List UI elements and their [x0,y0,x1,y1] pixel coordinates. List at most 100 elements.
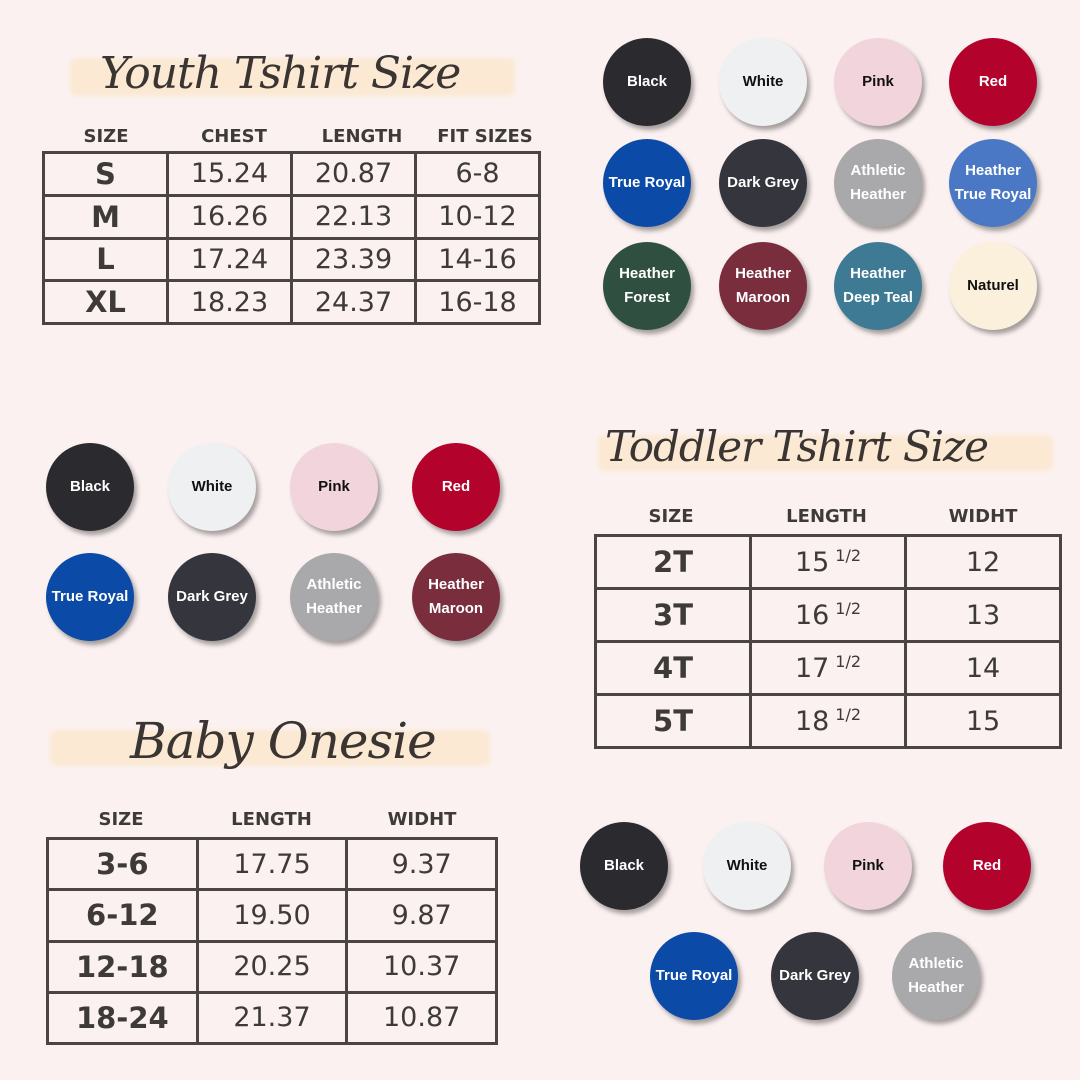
value-cell: 9.87 [345,888,498,943]
cell-value: 17 [794,653,830,684]
swatch-label: Dark Grey [727,174,799,191]
swatch-label: Dark Grey [779,967,851,984]
size-cell: 12-18 [46,939,199,994]
header-length: LENGTH [786,506,867,527]
value-cell: 16-18 [414,279,541,325]
table-row: L 17.24 23.39 14-16 [42,236,541,283]
size-cell: M [42,193,169,240]
baby-table-header: SIZE LENGTH WIDHT [46,809,497,830]
color-swatch-white: White [703,822,791,910]
color-swatch-heather-maroon: Heather Maroon [719,242,807,330]
swatch-label: White [742,73,784,90]
swatch-label: Heather Maroon [735,265,791,306]
width-cell: 15 [904,693,1062,749]
length-cell: 17 1/2 [749,640,907,696]
color-swatch-dark-grey: Dark Grey [771,932,859,1020]
swatch-label: True Royal [655,967,733,984]
value-cell: 10.37 [345,939,498,994]
color-swatch-red: Red [949,38,1037,126]
swatch-label: Heather Deep Teal [843,265,913,306]
table-row: 12-18 20.25 10.37 [46,939,498,994]
cell-value: 15 [794,547,830,578]
cell-value: 14 [965,652,1001,684]
swatch-label: Athletic Heather [908,955,964,996]
cell-fraction: 1/2 [835,652,862,671]
color-swatch-athletic-heather: Athletic Heather [290,553,378,641]
size-cell: 3T [594,587,752,643]
value-cell: 21.37 [195,990,349,1046]
color-swatch-pink: Pink [834,38,922,126]
size-cell: 2T [594,534,752,590]
width-cell: 12 [904,534,1062,590]
table-row: 3T 16 1/2 13 [594,587,1062,643]
value-cell: 20.87 [290,151,417,197]
size-cell: 4T [594,640,752,696]
header-chest: CHEST [201,126,267,147]
swatch-label: Heather True Royal [954,162,1032,203]
toddler-table-header: SIZE LENGTH WIDHT [594,506,1061,527]
cell-value: 3T [653,598,693,632]
value-cell: 15.24 [166,151,293,197]
title-highlight [70,58,515,96]
swatch-label: Heather Maroon [428,576,484,617]
cell-value: 15 [965,705,1001,737]
header-size: SIZE [83,126,129,147]
swatch-label: Black [69,478,111,495]
value-cell: 22.13 [290,193,417,240]
value-cell: 17.75 [195,836,349,892]
baby-title: Baby Onesie [130,712,437,770]
swatch-label: Heather Forest [619,265,675,306]
swatch-label: Pink [318,478,350,495]
table-row: 5T 18 1/2 15 [594,693,1062,749]
header-fit-sizes: FIT SIZES [437,126,533,147]
swatch-label: Dark Grey [176,588,248,605]
value-cell: 10.87 [345,990,498,1046]
toddler-size-table: 2T 15 1/2 12 3T 16 1/2 13 4T 17 1/2 14 5T 18 1/2 15 [594,534,1062,749]
table-row: XL 18.23 24.37 16-18 [42,279,541,325]
youth-title: Youth Tshirt Size [100,48,461,99]
color-swatch-heather-true-royal: Heather True Royal [949,139,1037,227]
header-length: LENGTH [321,126,403,147]
swatch-label: Naturel [967,277,1019,294]
cell-fraction: 1/2 [835,546,862,565]
width-cell: 14 [904,640,1062,696]
cell-fraction: 1/2 [835,599,862,618]
swatch-label: Athletic Heather [306,576,362,617]
value-cell: 18.23 [166,279,293,325]
swatch-label: White [726,857,768,874]
swatch-label: Black [626,73,668,90]
swatch-label: Black [603,857,645,874]
table-row: 3-6 17.75 9.37 [46,836,498,892]
swatch-label: Red [978,73,1008,90]
color-swatch-white: White [719,38,807,126]
table-row: 18-24 21.37 10.87 [46,990,498,1046]
cell-value: 13 [965,599,1001,631]
value-cell: 17.24 [166,236,293,283]
value-cell: 9.37 [345,836,498,892]
youth-table-header: SIZE CHEST LENGTH FIT SIZES [42,126,544,147]
cell-value: 12 [965,546,1001,578]
color-swatch-true-royal: True Royal [650,932,738,1020]
color-swatch-dark-grey: Dark Grey [168,553,256,641]
color-swatch-red: Red [412,443,500,531]
swatch-label: Pink [862,73,894,90]
swatch-label: Red [441,478,471,495]
color-swatch-athletic-heather: Athletic Heather [834,139,922,227]
table-row: 2T 15 1/2 12 [594,534,1062,590]
header-size: SIZE [98,809,144,830]
size-cell: 18-24 [46,990,199,1046]
title-highlight [598,435,1053,471]
swatch-label: Pink [852,857,884,874]
header-length: LENGTH [231,809,312,830]
color-swatch-pink: Pink [824,822,912,910]
toddler-title: Toddler Tshirt Size [605,422,989,471]
cell-value: 2T [653,545,693,579]
color-swatch-black: Black [580,822,668,910]
cell-value: 4T [653,651,693,685]
value-cell: 6-8 [414,151,541,197]
table-row: S 15.24 20.87 6-8 [42,151,541,197]
swatch-label: White [191,478,233,495]
value-cell: 23.39 [290,236,417,283]
width-cell: 13 [904,587,1062,643]
size-cell: 5T [594,693,752,749]
